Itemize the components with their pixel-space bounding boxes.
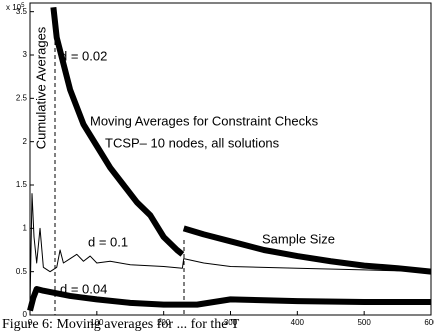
y-tick-label: 1 [23,223,28,232]
x-tick-label: 300 [224,318,238,327]
series-line [27,286,431,312]
y-scale-exponent: 5 [21,3,25,9]
chart-subtitle: TCSP– 10 nodes, all solutions [105,135,280,150]
y-tick-label: 3 [23,50,28,59]
x-tick-label: 600 [424,318,434,327]
x-tick-label: 200 [157,318,171,327]
x-tick-label: 400 [291,318,305,327]
series-line [50,7,432,275]
series-label: d = 0.04 [60,281,107,296]
x-tick-label: 500 [357,318,371,327]
y-tick-label: 2 [23,137,28,146]
y-scale: x 105 [6,3,25,13]
y-tick-label: 3.5 [16,7,28,16]
series-label: d = 0.02 [60,48,107,63]
y-tick-label: 0.5 [16,267,28,276]
chart-title: Moving Averages for Constraint Checks [90,113,319,128]
x-axis-label: Sample Size [262,231,335,246]
x-tick-label: 0 [28,318,33,327]
series-label: d = 0.1 [88,234,128,249]
x-tick-label: 100 [90,318,104,327]
y-axis-label: Cumulative Averages [33,26,48,149]
series-line [29,193,432,307]
y-tick-label: 1.5 [16,180,28,189]
caption: Figure 6: Moving averages for ... for th… [2,317,240,331]
y-scale-base: x 10 [6,3,22,12]
y-tick-label: 0 [23,310,28,319]
y-tick-label: 2.5 [16,93,28,102]
